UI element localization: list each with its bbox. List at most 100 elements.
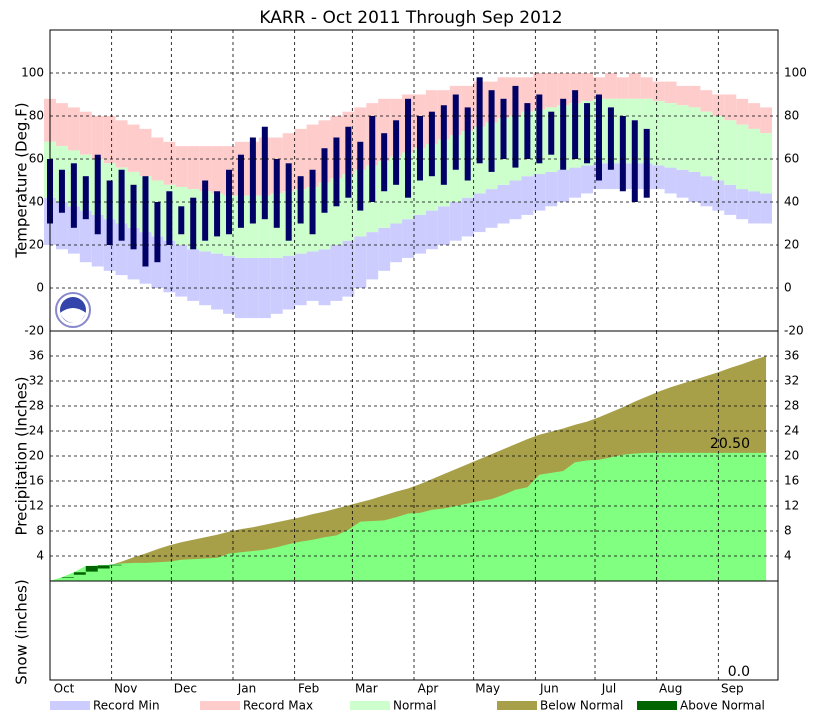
y-tick-label-right: 36 [784, 349, 799, 363]
record-min-bar [402, 219, 414, 258]
y-tick-label-right: 24 [784, 424, 799, 438]
observed-bar [58, 169, 65, 213]
record-min-bar [270, 257, 283, 314]
data-layer [44, 73, 778, 581]
y-tick-label: 4 [36, 549, 44, 563]
observed-bar [178, 206, 185, 235]
record-min-bar [115, 223, 128, 276]
precip-area [50, 452, 778, 581]
record-max-bar [151, 137, 164, 181]
y-tick-label-right: 28 [784, 399, 799, 413]
y-tick-label: 80 [29, 109, 44, 123]
normal-bar [688, 107, 701, 172]
normal-bar [748, 128, 761, 192]
observed-bar [190, 197, 197, 250]
observed-bar [166, 191, 173, 245]
record-max-bar [533, 73, 546, 110]
observed-bar [237, 154, 244, 228]
record-min-bar [581, 165, 594, 194]
record-max-bar [79, 111, 92, 155]
observed-bar [154, 202, 161, 263]
y-axis-label: Temperature (Deg.F) [13, 102, 31, 258]
observed-bar [405, 98, 412, 198]
record-min-bar [282, 255, 295, 310]
record-min-bar [318, 249, 331, 306]
y-tick-label: 20 [29, 449, 44, 463]
x-tick-label: Apr [418, 682, 439, 696]
observed-bar [321, 148, 328, 213]
record-max-bar [199, 146, 212, 192]
y-axis-label: Precipitation (Inches) [13, 377, 31, 536]
y-tick-label: 24 [29, 424, 44, 438]
normal-bar [736, 124, 749, 190]
record-min-bar [67, 206, 80, 254]
observed-bar [488, 90, 495, 172]
record-max-bar [557, 73, 570, 106]
above-normal-bar [73, 572, 86, 575]
observed-bar [643, 128, 650, 198]
normal-bar [258, 195, 271, 258]
y-tick-label: 12 [29, 499, 44, 513]
y-tick-label-right: 80 [784, 109, 799, 123]
y-tick-label: 100 [21, 66, 44, 80]
y-axis-label: Snow (inches) [13, 579, 31, 684]
record-min-bar [724, 184, 737, 215]
observed-bar [357, 141, 364, 211]
observed-bar [393, 120, 400, 185]
observed-bar [524, 103, 531, 159]
observed-bar [130, 184, 137, 250]
record-min-bar [294, 253, 307, 306]
y-tick-label: 36 [29, 349, 44, 363]
record-min-bar [521, 176, 534, 215]
annotation: 20.50 [710, 436, 750, 452]
x-tick-label: Jun [539, 682, 559, 696]
record-max-bar [211, 146, 224, 194]
record-min-bar [485, 189, 498, 228]
record-max-bar [652, 81, 665, 101]
y-tick-label: 8 [36, 524, 44, 538]
record-min-bar [306, 251, 319, 301]
y-tick-label-right: 20 [784, 238, 799, 252]
record-min-bar [234, 257, 247, 319]
record-min-bar [557, 169, 570, 202]
normal-bar [246, 195, 259, 258]
observed-bar [548, 111, 555, 155]
record-max-bar [688, 85, 701, 108]
record-min-bar [688, 171, 701, 202]
record-min-bar [354, 236, 367, 288]
observed-bar [500, 98, 507, 159]
observed-bar [381, 133, 388, 192]
normal-bar [676, 105, 689, 170]
above-normal-bar [97, 565, 110, 569]
y-tick-label: 28 [29, 399, 44, 413]
observed-bar [584, 103, 591, 164]
x-tick-label: Oct [54, 682, 75, 696]
record-min-bar [127, 227, 140, 280]
record-min-bar [569, 167, 582, 198]
record-max-bar [497, 77, 510, 119]
record-min-bar [414, 214, 426, 254]
normal-bar [760, 133, 773, 194]
record-max-bar [91, 116, 104, 159]
legend-swatch [497, 701, 537, 710]
record-max-bar [712, 94, 725, 116]
record-max-bar [306, 124, 319, 187]
normal-bar [378, 161, 391, 228]
record-max-bar [640, 77, 653, 99]
observed-bar [226, 169, 233, 235]
record-min-bar [79, 210, 92, 263]
legend-label: Below Normal [540, 699, 623, 713]
observed-bar [572, 90, 579, 159]
logo-bird [60, 308, 86, 324]
observed-bar [536, 94, 543, 164]
above-normal-bar [85, 566, 98, 572]
record-min-bar [211, 253, 224, 310]
record-max-bar [593, 77, 605, 99]
observed-bar [607, 107, 614, 170]
legend-swatch [50, 701, 90, 710]
x-tick-label: Dec [174, 682, 197, 696]
record-min-bar [258, 257, 271, 319]
chart-title: KARR - Oct 2011 Through Sep 2012 [259, 8, 562, 28]
record-max-bar [294, 128, 307, 190]
